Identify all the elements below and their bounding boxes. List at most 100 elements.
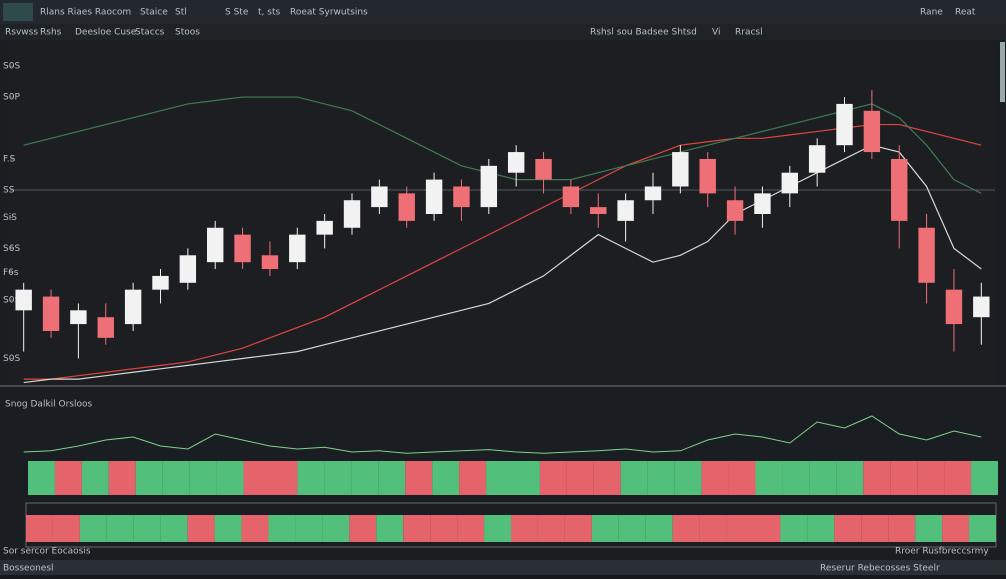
candle-body <box>699 158 716 194</box>
toolbar-item: Rane <box>920 8 943 18</box>
band-segment <box>674 461 702 495</box>
band-segment <box>753 515 781 542</box>
candle-body <box>453 186 470 208</box>
app-icon[interactable] <box>3 3 33 21</box>
toolbar-item[interactable]: Stl <box>175 8 187 18</box>
band-segment <box>106 515 134 542</box>
band-segment <box>863 461 891 495</box>
status-bar <box>0 560 1006 575</box>
band-segment <box>297 461 325 495</box>
band-segment <box>295 515 323 542</box>
toolbar-item[interactable]: Roeat Syrwutsins <box>290 8 368 18</box>
chart-panel <box>10 42 995 386</box>
band-segment <box>591 515 619 542</box>
band-segment <box>511 515 538 542</box>
band-segment <box>405 461 433 495</box>
band-segment <box>537 515 565 542</box>
y-tick-label: F.S <box>3 154 16 164</box>
footer-text: Sor sercor Eocaosis <box>3 547 91 557</box>
y-tick-label: S0S <box>3 296 20 306</box>
band-segment <box>349 515 377 542</box>
toolbar-item[interactable]: Staice <box>140 8 168 18</box>
band-segment <box>28 461 55 495</box>
band-segment <box>459 461 487 495</box>
subbar-item: Rshsl sou Badsee Shtsd <box>590 28 697 38</box>
candle-body <box>535 158 552 180</box>
subbar-item: Rracsl <box>735 28 763 38</box>
band-segment <box>268 515 296 542</box>
band-segment <box>917 461 945 495</box>
toolbar-item[interactable]: Rlans Riaes Raocom <box>40 8 131 18</box>
band-segment <box>593 461 621 495</box>
toolbar-item: Reat <box>955 8 976 18</box>
band-segment <box>189 461 217 495</box>
candle-body <box>207 227 224 263</box>
band-segment <box>647 461 675 495</box>
scrollbar[interactable] <box>1000 42 1005 102</box>
candle-body <box>863 110 881 153</box>
band-segment <box>162 461 190 495</box>
band-segment <box>834 515 862 542</box>
candle-body <box>726 200 744 221</box>
y-tick-label: F6s <box>3 268 19 278</box>
candle-body <box>918 227 935 283</box>
candle-body <box>371 186 388 208</box>
band-segment <box>726 515 754 542</box>
candle-body <box>617 200 634 221</box>
subbar-item: Stoos <box>175 28 200 38</box>
moving-average <box>23 123 982 380</box>
subbar-item: Rshs <box>40 28 62 38</box>
band-segment <box>322 515 350 542</box>
toolbar-item[interactable]: t, sts <box>258 8 280 18</box>
band-segment <box>807 515 835 542</box>
toolbar-item[interactable]: S Ste <box>225 8 249 18</box>
band-segment <box>187 515 215 542</box>
candle-body <box>781 172 798 194</box>
band-segment <box>969 515 996 542</box>
band-segment <box>672 515 700 542</box>
band-segment <box>971 461 998 495</box>
candle-body <box>754 193 771 214</box>
band-segment <box>566 461 594 495</box>
band-segment <box>430 515 458 542</box>
y-tick-label: S6S <box>3 244 20 254</box>
band-segment <box>728 461 756 495</box>
candle-body <box>398 193 415 221</box>
band-segment <box>645 515 673 542</box>
candle-body <box>70 310 87 325</box>
candle-body <box>343 200 361 228</box>
band-segment <box>214 515 242 542</box>
band-segment <box>160 515 188 542</box>
band-segment <box>351 461 379 495</box>
band-segment <box>701 461 729 495</box>
candle-body <box>97 317 114 338</box>
band-segment <box>135 461 163 495</box>
band-segment <box>888 515 916 542</box>
candle-body <box>316 220 333 235</box>
candle-body <box>289 234 306 263</box>
band-segment <box>836 461 864 495</box>
candle-body <box>179 255 197 283</box>
candle-body <box>672 152 689 187</box>
y-tick-label: S0S <box>3 62 20 72</box>
subbar <box>0 24 1006 40</box>
band-segment <box>620 461 648 495</box>
candle-body <box>42 296 60 331</box>
y-tick-label: S0S <box>3 354 20 364</box>
band-segment <box>755 461 783 495</box>
candle-body <box>124 289 142 325</box>
band-segment <box>942 515 970 542</box>
candle-body <box>808 145 826 173</box>
band-segment <box>376 515 404 542</box>
candle-body <box>973 296 990 318</box>
band-segment <box>243 461 271 495</box>
band-segment <box>241 515 269 542</box>
subbar-item: Staccs <box>135 28 165 38</box>
candle-body <box>261 255 279 270</box>
band-segment <box>809 461 837 495</box>
band-segment <box>457 515 485 542</box>
candle-body <box>590 207 607 214</box>
band-segment <box>780 515 808 542</box>
y-tick-label: SiS <box>3 213 17 223</box>
